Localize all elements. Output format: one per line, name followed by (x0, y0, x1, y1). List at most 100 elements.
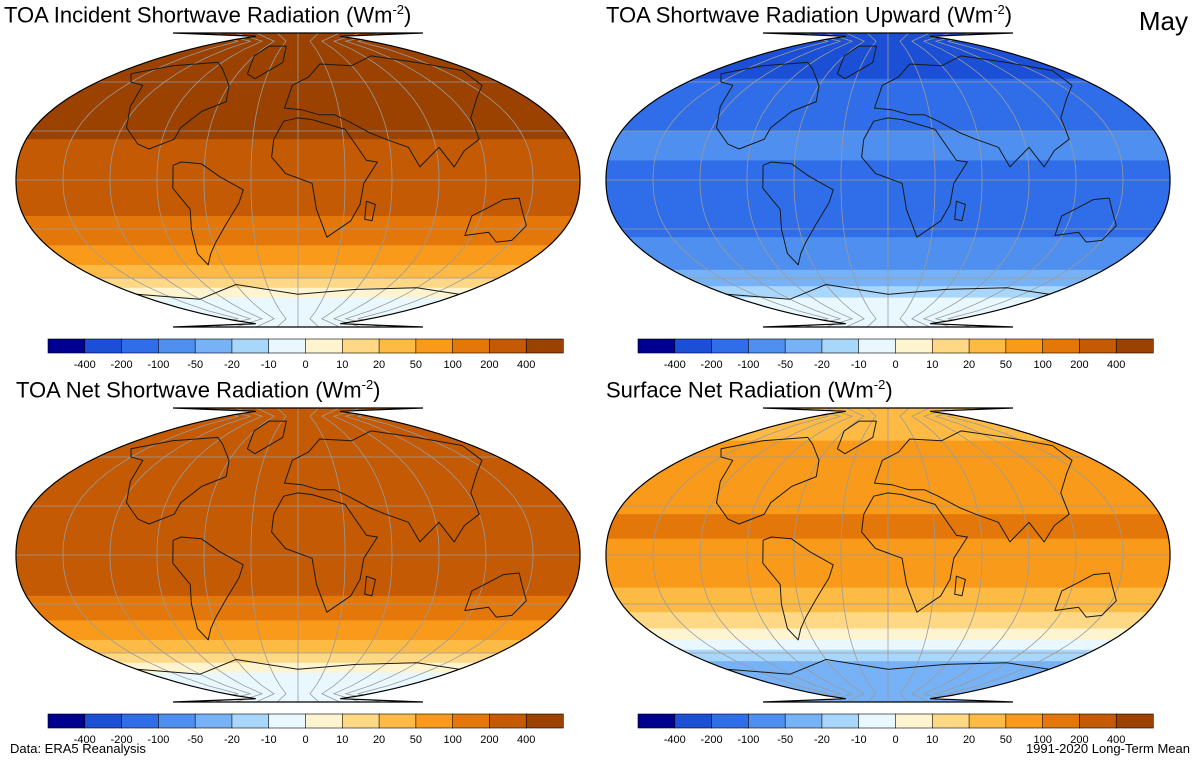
colorbar-tick-label: 10 (926, 359, 938, 371)
colorbar-tick-label: 100 (1033, 734, 1051, 746)
colorbar-tick-label: 100 (443, 734, 461, 746)
colorbar-tick-label: -200 (111, 359, 133, 371)
colorbar-tick-label: -200 (701, 734, 723, 746)
colorbar-swatch-5 (231, 338, 270, 354)
title-text: TOA Net Shortwave Radiation (Wm (16, 377, 362, 403)
colorbar-tick-label: -400 (664, 359, 686, 371)
title-text: Surface Net Radiation (Wm (606, 377, 874, 403)
panel-title: Surface Net Radiation (Wm-2) (606, 377, 893, 403)
colorbar-swatch-4 (194, 338, 233, 354)
period-label: 1991-2020 Long-Term Mean (1025, 741, 1190, 756)
colorbar-swatch-9 (378, 713, 417, 729)
colorbar-swatch-4 (784, 713, 823, 729)
colorbar-swatch-2 (711, 713, 749, 729)
colorbar-swatch-11 (1042, 338, 1081, 354)
graticule (606, 33, 1170, 327)
colorbar-tick-label: 50 (1000, 359, 1012, 371)
colorbar-swatch-0 (47, 338, 86, 354)
panel-title: TOA Incident Shortwave Radiation (Wm-2) (4, 2, 411, 28)
colorbar-swatch-6 (858, 713, 897, 729)
colorbar-tick-label: -100 (737, 359, 759, 371)
colorbar-swatch-2 (121, 338, 159, 354)
colorbar-tick-label: 100 (1033, 359, 1051, 371)
colorbar-tick-label: 200 (480, 734, 498, 746)
colorbar-tick-label: -10 (851, 734, 867, 746)
title-exponent: -2 (361, 377, 374, 392)
colorbar-tick-label: 20 (373, 734, 385, 746)
colorbar-swatch-3 (748, 338, 786, 354)
colorbar-tick-label: 400 (1107, 359, 1125, 371)
colorbar-tick-label: 10 (336, 734, 348, 746)
coastlines (716, 420, 1117, 702)
colorbar-swatch-2 (711, 338, 749, 354)
colorbar-swatch-7 (305, 338, 343, 354)
map-toa-incident (15, 32, 581, 328)
title-close: ) (1004, 2, 1013, 28)
colorbar-tick-label: -400 (664, 734, 686, 746)
colorbar-swatch-3 (158, 338, 196, 354)
colorbar-tick-label: 200 (1070, 734, 1088, 746)
title-close: ) (373, 377, 381, 403)
graticule (606, 408, 1170, 702)
colorbar-swatch-13 (525, 338, 564, 354)
colorbar-swatch-0 (637, 713, 676, 729)
colorbar-swatch-3 (158, 713, 196, 729)
colorbar-swatch-11 (452, 338, 491, 354)
panel-toa-net: TOA Net Shortwave Radiation (Wm-2) -400 -… (0, 375, 590, 750)
colorbar-swatch-4 (194, 713, 233, 729)
colorbar-tick-label: 20 (963, 359, 975, 371)
colorbar-swatch-1 (84, 338, 123, 354)
colorbar-tick-label: -100 (147, 734, 169, 746)
colorbar-tick-label: 200 (480, 359, 498, 371)
colorbar-swatch-4 (784, 338, 823, 354)
colorbar-swatch-12 (489, 338, 527, 354)
title-exponent: -2 (392, 2, 404, 17)
colorbar-swatch-8 (341, 338, 380, 354)
map-border (605, 32, 1171, 328)
colorbar-tick-label: 400 (1107, 734, 1125, 746)
colorbar-swatch-12 (1079, 713, 1117, 729)
panel-toa-incident: TOA Incident Shortwave Radiation (Wm-2) … (0, 0, 590, 375)
colorbar-tick-label: 100 (443, 359, 461, 371)
colorbar-swatch-7 (305, 713, 343, 729)
colorbar-swatch-10 (415, 338, 454, 354)
coastlines (716, 45, 1117, 327)
colorbar-swatch-7 (895, 713, 933, 729)
title-close: ) (404, 2, 412, 28)
title-close: ) (885, 377, 893, 403)
map-toa-upward (605, 32, 1171, 328)
colorbar-swatch-1 (674, 338, 713, 354)
panel-surface-net: Surface Net Radiation (Wm-2) -400 -200 -10… (590, 375, 1180, 750)
colorbar-tick-label: -400 (74, 734, 96, 746)
colorbar: -400 -200 -100 -50 -20 -10 0 10 20 50 100 200 400 (637, 338, 1154, 371)
title-text: TOA Incident Shortwave Radiation (Wm (4, 2, 393, 28)
colorbar-swatch-11 (1042, 713, 1081, 729)
colorbar: -400 -200 -100 -50 -20 -10 0 10 20 50 100 200 400 (47, 338, 564, 371)
title-exponent: -2 (873, 377, 886, 392)
colorbar-swatch-11 (452, 713, 491, 729)
colorbar-tick-label: -200 (111, 734, 133, 746)
colorbar-tick-label: 50 (1000, 734, 1012, 746)
map-border (15, 32, 581, 328)
colorbar-tick-label: -50 (777, 359, 793, 371)
colorbar: -400 -200 -100 -50 -20 -10 0 10 20 50 100 200 400 (47, 713, 564, 746)
colorbar-tick-label: 0 (302, 734, 308, 746)
colorbar-tick-label: 400 (517, 734, 535, 746)
colorbar-tick-label: -20 (224, 734, 240, 746)
colorbar-swatch-7 (895, 338, 933, 354)
colorbar-tick-label: 0 (892, 359, 898, 371)
colorbar-tick-label: -10 (261, 734, 277, 746)
colorbar-tick-label: 20 (963, 734, 975, 746)
panel-title: TOA Shortwave Radiation Upward (Wm-2) (606, 2, 1012, 28)
map-border (15, 407, 581, 703)
coastlines (126, 420, 527, 702)
colorbar-swatch-12 (489, 713, 527, 729)
colorbar-swatch-8 (341, 713, 380, 729)
colorbar-swatch-12 (1079, 338, 1117, 354)
colorbar-tick-label: 0 (302, 359, 308, 371)
colorbar-swatch-6 (858, 338, 897, 354)
colorbar-swatch-9 (968, 713, 1007, 729)
colorbar-tick-label: -100 (147, 359, 169, 371)
colorbar-swatch-13 (525, 713, 564, 729)
colorbar-swatch-2 (121, 713, 159, 729)
